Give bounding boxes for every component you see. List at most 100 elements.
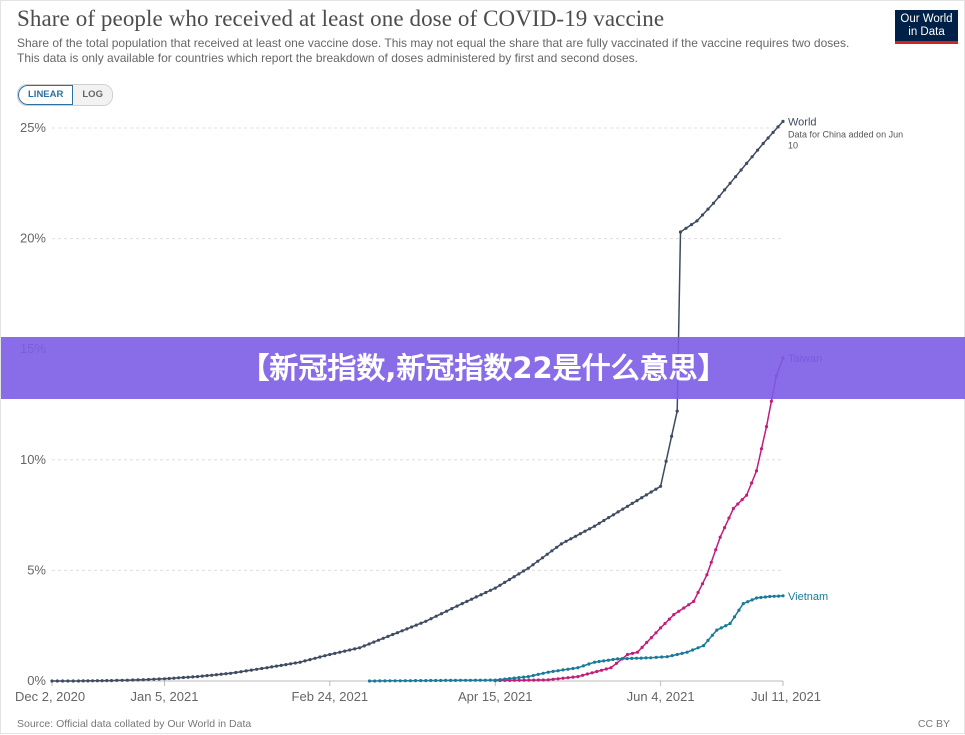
data-point-vietnam <box>587 662 591 666</box>
data-point-taiwan <box>604 667 608 671</box>
data-point-world <box>678 230 683 234</box>
data-point-vietnam <box>393 679 397 683</box>
data-point-world <box>333 651 337 656</box>
data-point-world <box>689 223 694 227</box>
y-tick-label: 0% <box>27 673 46 688</box>
data-point-vietnam <box>639 656 643 660</box>
data-point-taiwan <box>677 609 681 613</box>
data-point-taiwan <box>667 617 672 621</box>
data-point-taiwan <box>754 469 759 473</box>
data-point-taiwan <box>590 671 594 675</box>
data-point-vietnam <box>616 657 620 661</box>
data-point-world <box>239 670 243 674</box>
data-point-world <box>621 507 625 511</box>
data-point-vietnam <box>741 602 745 606</box>
data-point-world <box>298 660 302 664</box>
data-point-world <box>564 539 568 543</box>
data-point-world <box>545 552 549 556</box>
data-point-taiwan <box>682 606 686 610</box>
data-point-world <box>205 674 209 678</box>
data-point-world <box>488 588 493 592</box>
data-point-vietnam <box>754 596 759 600</box>
data-point-taiwan <box>561 676 565 680</box>
data-point-world <box>706 207 710 211</box>
data-point-world <box>771 130 775 134</box>
data-point-vietnam <box>517 676 521 680</box>
data-point-taiwan <box>692 599 696 604</box>
data-point-world <box>191 675 195 679</box>
data-point-world <box>684 226 688 230</box>
data-point-taiwan <box>705 573 709 577</box>
data-point-vietnam <box>680 651 684 656</box>
data-point-world <box>131 678 135 682</box>
data-point-taiwan <box>714 548 718 552</box>
data-point-vietnam <box>606 658 611 662</box>
data-point-world <box>550 549 554 553</box>
data-point-vietnam <box>566 667 570 671</box>
data-point-vietnam <box>660 655 664 659</box>
data-point-world <box>162 677 167 681</box>
data-point-world <box>224 672 228 676</box>
data-point-world <box>711 201 716 205</box>
data-point-world <box>761 141 765 146</box>
x-tick-label: Jan 5, 2021 <box>130 689 198 704</box>
data-point-vietnam <box>611 657 615 662</box>
data-point-vietnam <box>483 678 487 682</box>
data-point-world <box>776 125 780 129</box>
data-point-taiwan <box>750 481 754 485</box>
license-link[interactable]: CC BY <box>917 718 950 730</box>
data-point-world <box>484 590 488 595</box>
data-point-vietnam <box>434 678 438 683</box>
data-point-vietnam <box>772 594 776 598</box>
data-point-vietnam <box>781 594 785 598</box>
data-point-vietnam <box>526 675 530 679</box>
chart-subtitle: Share of the total population that recei… <box>17 36 850 65</box>
data-point-vietnam <box>503 677 507 681</box>
source-note[interactable]: Source: Official data collated by Our Wo… <box>17 718 252 730</box>
data-point-world <box>434 614 438 618</box>
logo-line-2: in Data <box>908 26 945 38</box>
data-point-world <box>186 675 190 679</box>
data-point-world <box>81 679 85 683</box>
data-point-world <box>400 629 404 633</box>
data-point-world <box>493 586 497 590</box>
data-point-world <box>105 679 109 683</box>
data-point-vietnam <box>728 621 732 626</box>
data-point-vietnam <box>367 679 372 683</box>
data-point-world <box>583 529 587 533</box>
data-point-world <box>540 556 545 560</box>
data-point-world <box>531 563 535 567</box>
data-point-vietnam <box>702 644 706 648</box>
linear-scale-button[interactable]: LINEAR <box>18 85 74 105</box>
data-point-vietnam <box>620 657 624 661</box>
data-point-world <box>649 490 653 494</box>
data-point-taiwan <box>517 678 521 682</box>
data-point-vietnam <box>732 615 737 619</box>
data-point-world <box>234 670 238 675</box>
data-point-world <box>328 652 332 657</box>
data-point-vietnam <box>413 679 418 683</box>
data-point-world <box>66 679 70 683</box>
data-point-world <box>372 640 376 644</box>
owid-logo[interactable]: Our World in Data <box>895 10 958 44</box>
logo-line-1: Our World <box>900 13 953 25</box>
data-point-world <box>405 627 409 631</box>
data-point-vietnam <box>670 654 674 658</box>
data-point-taiwan <box>625 652 630 657</box>
data-point-vietnam <box>556 669 560 673</box>
x-tick-label: Apr 15, 2021 <box>458 689 532 704</box>
data-point-world <box>507 578 511 582</box>
data-point-world <box>61 679 65 683</box>
data-point-world <box>210 673 214 677</box>
data-point-taiwan <box>672 613 676 617</box>
data-point-vietnam <box>576 666 580 670</box>
data-point-taiwan <box>709 560 713 564</box>
data-point-world <box>76 679 81 683</box>
data-point-world <box>474 595 478 599</box>
data-point-taiwan <box>769 399 774 403</box>
data-point-world <box>597 521 601 525</box>
data-point-world <box>569 537 573 541</box>
log-scale-button[interactable]: LOG <box>73 85 112 105</box>
data-point-vietnam <box>546 670 550 674</box>
